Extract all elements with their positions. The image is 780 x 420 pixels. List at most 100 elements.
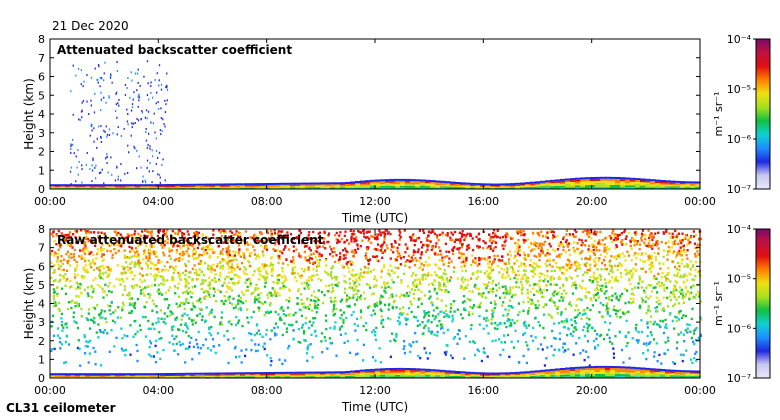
heatmap-cell [328,284,331,287]
heatmap-cell [227,271,231,274]
heatmap-cell [123,271,126,274]
heatmap-cell [614,335,617,338]
heatmap-cell [409,236,412,239]
heatmap-cell [699,318,703,321]
heatmap-cell [260,244,263,247]
heatmap-cell [200,253,203,257]
heatmap-cell [576,274,579,278]
heatmap-cell [329,272,332,276]
heatmap-cell [405,318,408,322]
heatmap-cell [482,292,485,295]
heatmap-cell [365,328,368,332]
heatmap-cell [545,233,548,237]
heatmap-cell [263,247,266,250]
heatmap-cell [516,230,519,233]
heatmap-cell [184,322,187,325]
heatmap-cell [100,141,103,143]
heatmap-cell [357,295,360,299]
heatmap-cell [470,182,476,185]
heatmap-cell [365,187,371,189]
heatmap-cell [160,88,163,91]
heatmap-cell [132,335,135,338]
heatmap-cell [256,268,259,271]
heatmap-cell [250,185,256,187]
heatmap-cell [149,252,152,255]
heatmap-cell [460,265,463,269]
heatmap-cell [178,276,181,279]
heatmap-cell [605,178,611,181]
heatmap-cell [635,187,641,189]
heatmap-cell [679,292,683,295]
heatmap-cell [240,187,246,189]
heatmap-cell [648,342,651,345]
heatmap-cell [552,231,556,234]
heatmap-cell [216,332,219,335]
heatmap-cell [136,149,138,152]
heatmap-cell [263,285,266,288]
heatmap-cell [85,186,91,188]
heatmap-cell [645,343,648,347]
heatmap-cell [228,295,231,298]
heatmap-cell [439,284,442,288]
heatmap-cell [493,254,496,258]
heatmap-cell [143,249,146,253]
heatmap-cell [686,323,689,326]
heatmap-cell [523,320,527,324]
heatmap-cell [133,302,137,305]
heatmap-cell [50,186,56,188]
heatmap-cell [220,311,224,314]
heatmap-cell [494,321,497,325]
heatmap-cell [532,275,535,278]
heatmap-cell [128,291,131,295]
heatmap-cell [162,233,166,237]
heatmap-cell [185,279,188,282]
heatmap-cell [359,244,362,248]
heatmap-cell [490,322,493,325]
heatmap-cell [465,186,471,188]
heatmap-cell [448,250,451,254]
heatmap-cell [180,186,186,188]
heatmap-cell [438,259,441,262]
heatmap-cell [621,238,624,242]
heatmap-cell [225,187,231,189]
heatmap-cell [424,324,427,327]
heatmap-cell [131,302,134,305]
heatmap-cell [216,256,219,259]
heatmap-cell [315,187,321,189]
heatmap-cell [209,242,212,245]
heatmap-cell [208,326,211,329]
heatmap-cell [101,277,104,280]
heatmap-cell [315,182,321,185]
heatmap-cell [678,249,681,253]
heatmap-cell [110,186,116,188]
heatmap-cell [225,240,228,243]
heatmap-cell [270,329,273,332]
heatmap-cell [608,298,611,301]
heatmap-cell [177,295,181,298]
heatmap-cell [137,261,140,265]
heatmap-cell [89,239,92,242]
heatmap-cell [101,259,104,263]
heatmap-cell [692,340,695,343]
heatmap-cell [687,263,690,267]
heatmap-cell [464,278,467,281]
heatmap-cell [70,145,72,148]
heatmap-cell [255,349,258,353]
heatmap-cell [670,180,676,183]
heatmap-cell [299,341,302,344]
heatmap-cell [525,361,528,365]
heatmap-cell [387,272,390,275]
heatmap-cell [219,321,222,324]
heatmap-cell [51,249,54,253]
heatmap-cell [631,288,634,291]
heatmap-cell [640,187,646,189]
heatmap-cell [410,303,413,306]
heatmap-cell [164,233,168,237]
heatmap-cell [303,339,306,342]
heatmap-cell [520,234,523,237]
heatmap-cell [387,269,390,272]
heatmap-cell [331,277,334,280]
heatmap-cell [584,256,588,260]
heatmap-cell [645,295,648,298]
heatmap-cell [179,301,182,305]
